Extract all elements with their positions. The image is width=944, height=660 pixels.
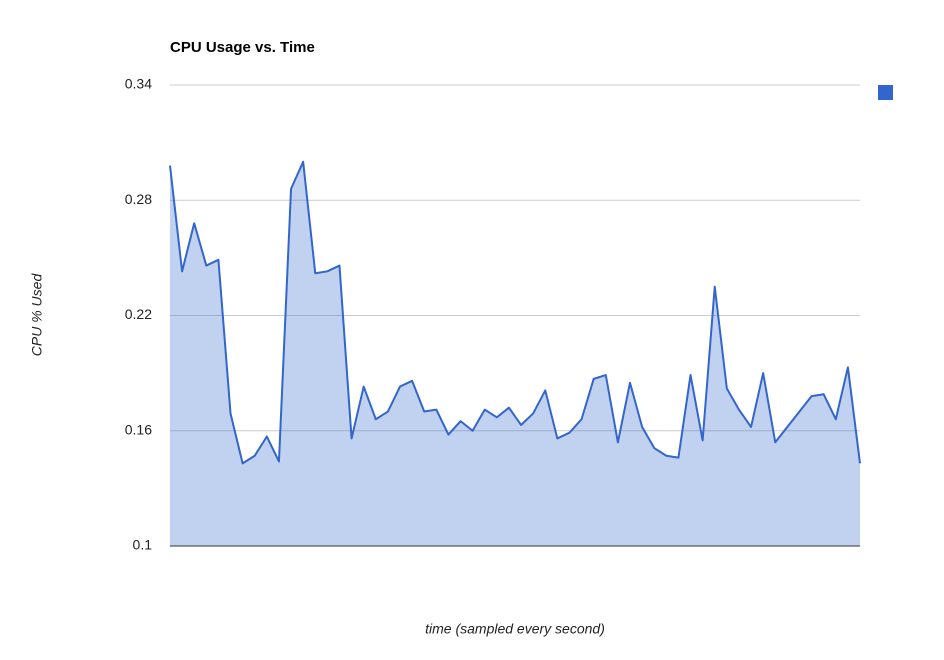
y-axis-title: CPU % Used: [29, 273, 45, 357]
line: [169, 160, 861, 465]
y-tick-label: 0.22: [125, 306, 152, 322]
y-tick-label: 0.28: [125, 191, 152, 207]
x-axis-title: time (sampled every second): [425, 621, 605, 637]
chart-title: CPU Usage vs. Time: [170, 39, 315, 56]
y-tick-label: 0.34: [125, 76, 152, 92]
y-tick-label: 0.16: [125, 421, 152, 437]
y-tick-label: 0.1: [133, 537, 153, 553]
area-fill: [170, 161, 860, 547]
legend-swatch: [878, 85, 893, 100]
